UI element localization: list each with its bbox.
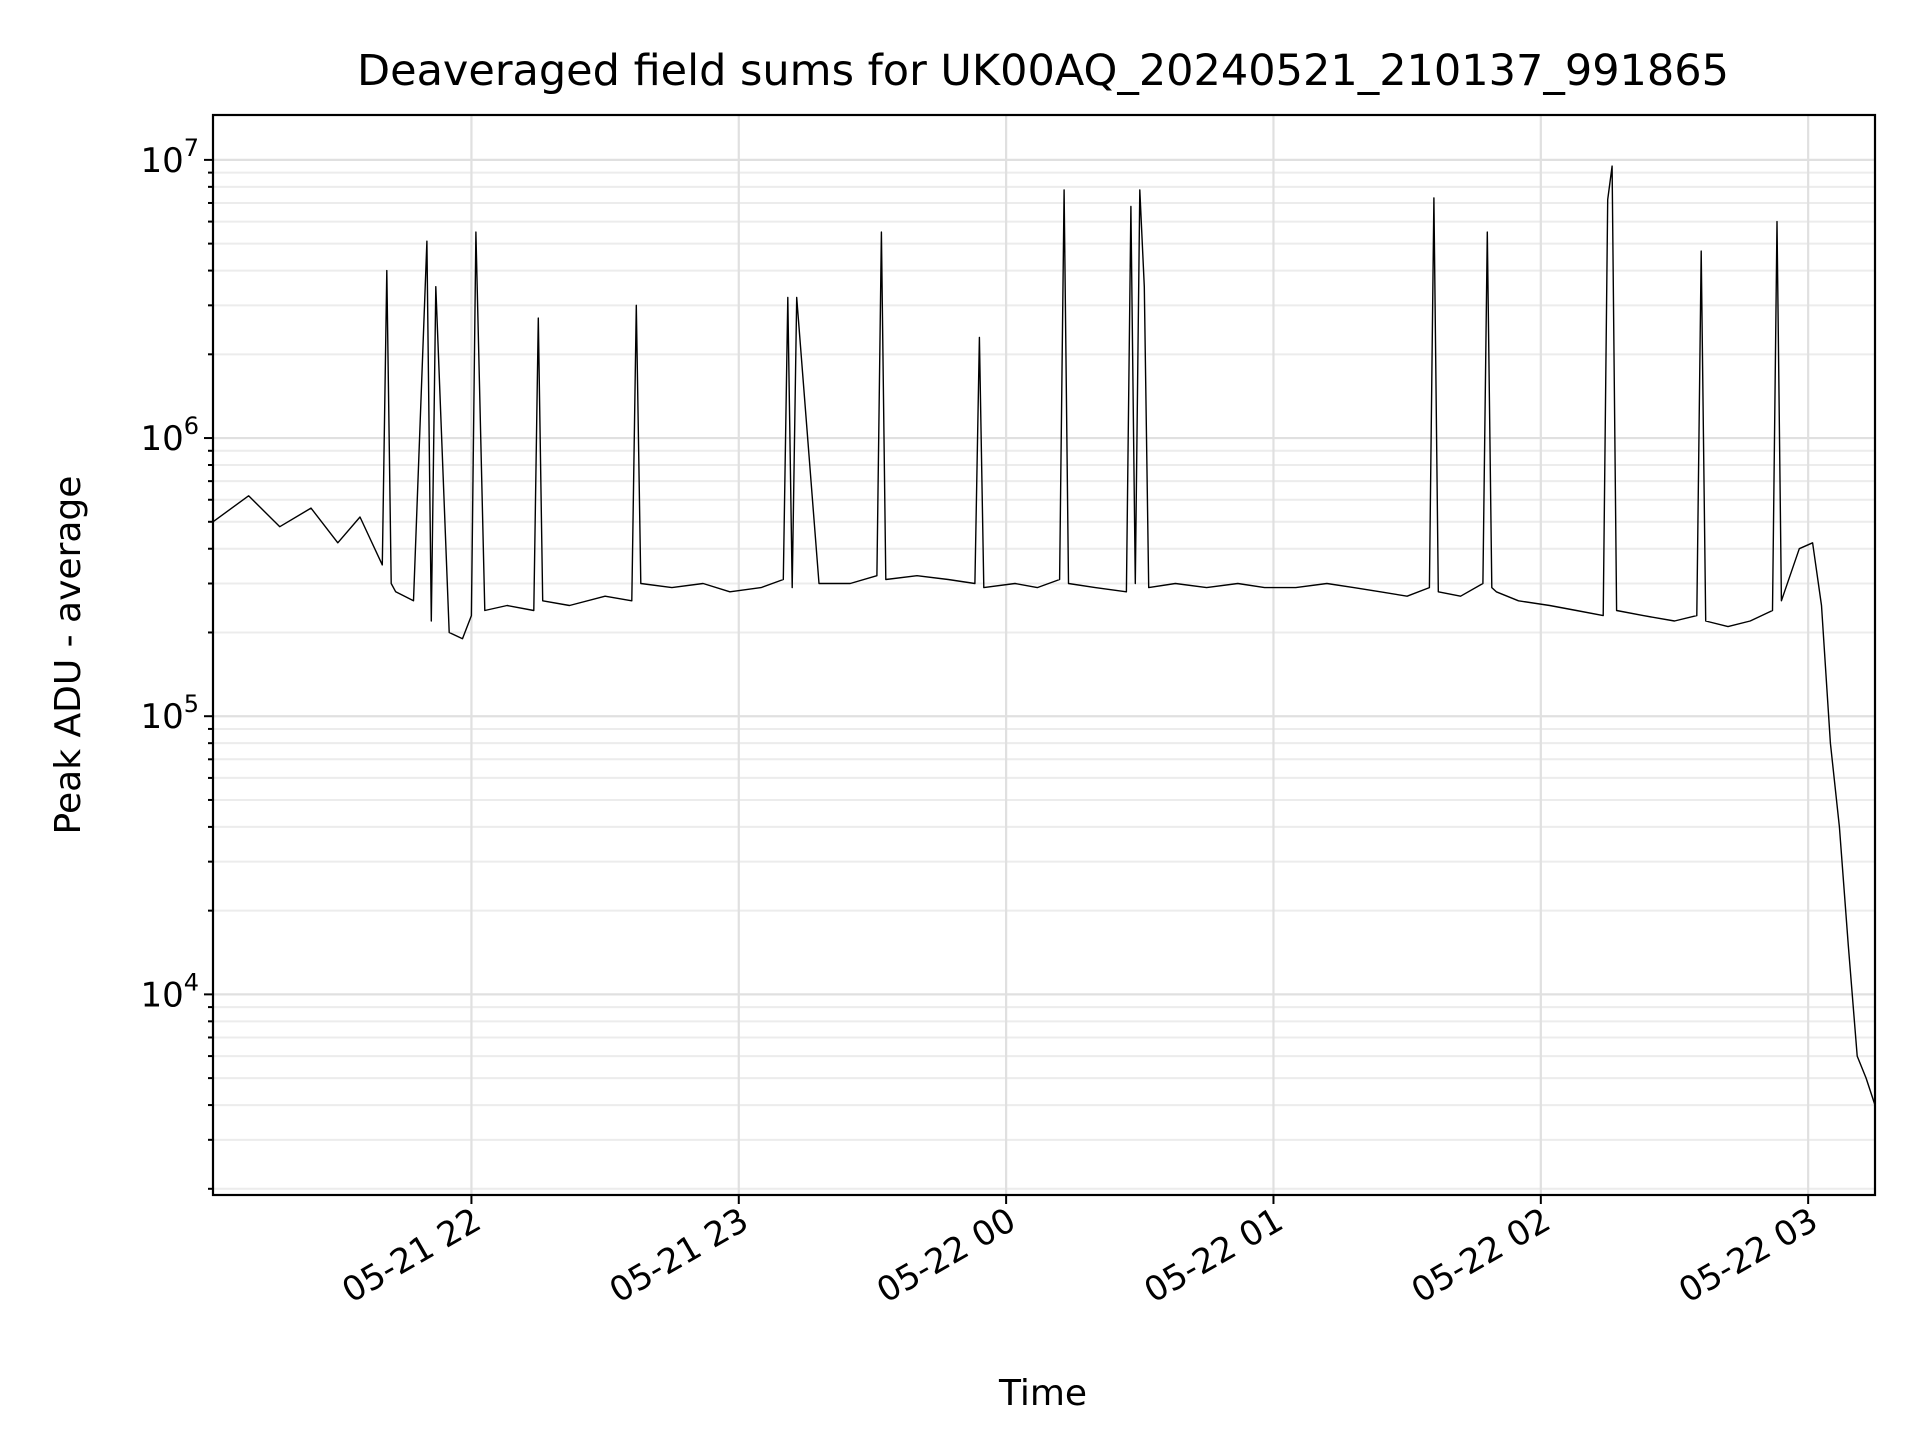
y-tick-label: 107 [140, 134, 199, 181]
y-axis-label: Peak ADU - average [48, 476, 89, 835]
series-layer [212, 165, 1876, 1106]
x-axis-label: Time [998, 1373, 1087, 1414]
plot-frame [211, 113, 1877, 1197]
series-line-0 [212, 165, 1876, 1106]
y-tick-label: 105 [140, 690, 199, 737]
y-tick-label: 104 [140, 968, 199, 1015]
chart-title: Deaveraged field sums for UK00AQ_2024052… [357, 46, 1729, 96]
y-axis: 104 105 106 107 [140, 134, 213, 1190]
y-tick-label: 106 [140, 412, 199, 459]
grid [213, 115, 1875, 1195]
